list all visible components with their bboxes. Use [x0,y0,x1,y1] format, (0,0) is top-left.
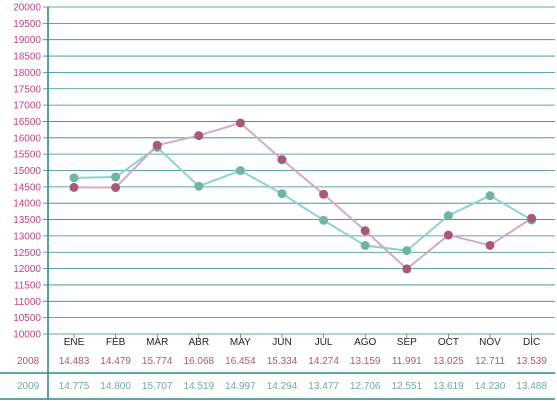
series-2008-point [277,155,287,165]
table-cell: 15.707 [142,381,173,392]
y-tick-label: 19500 [13,19,41,30]
x-tick-label: FEB [106,337,126,348]
table-cell: 13.488 [516,381,547,392]
table-cell: 13.619 [433,381,464,392]
table-cell: 11.991 [392,356,422,367]
y-tick-label: 12000 [13,264,41,275]
series-2008-point [443,230,453,240]
y-tick-label: 17000 [13,101,41,112]
table-cell: 12.706 [350,381,381,392]
series-2008-point [111,183,121,193]
table-cell: 14.775 [59,381,90,392]
y-tick-label: 15000 [13,166,41,177]
x-tick-label: DIC [523,337,540,348]
table-cell: 14.997 [225,381,256,392]
series-2009-point [485,191,495,201]
y-tick-label: 14000 [13,199,41,210]
series-2008-point [319,189,329,199]
table-cell: 14.800 [100,381,131,392]
series-2009-point [402,246,412,256]
table-cell: 16.068 [184,356,215,367]
grid-lines [43,6,555,399]
table-cell: 16.454 [225,356,256,367]
x-tick-label: SEP [397,337,417,348]
y-tick-label: 13000 [13,231,41,242]
series-2009-point [69,173,79,183]
series-2009-point [111,172,121,182]
y-tick-label: 13500 [13,215,41,226]
table-cell: 15.334 [267,356,298,367]
table-cell: 13.477 [308,381,339,392]
x-tick-label: ABR [189,337,210,348]
y-tick-label: 20000 [13,3,41,14]
series-2009-line [73,146,533,252]
series-2008-point [194,131,204,141]
x-tick-label: JUN [272,337,291,348]
table-cell: 14.479 [100,356,131,367]
series-2008-point [485,240,495,250]
y-tick-label: 12500 [13,248,41,259]
series-2009-point [319,215,329,225]
y-axis-ticks: 10000 10500 11000 11500 12000 12500 13000 13500… [13,3,41,341]
y-tick-label: 16500 [13,117,41,128]
series-2008-point [69,182,79,192]
data-table: 2008 14.483 14.479 15.774 16.068 16.454 15.334… [0,356,555,400]
y-tick-label: 16000 [13,133,41,144]
series-2009-point [360,241,370,251]
table-cell: 13.539 [516,356,547,367]
y-tick-label: 11500 [14,280,42,291]
y-tick-label: 10000 [13,330,41,341]
x-axis-ticks: ENE FEB MAR ABR MAY JUN JUL AGO SEP OCT NOV DIC [64,334,540,348]
y-tick-label: 14500 [13,182,41,193]
table-cell: 12.551 [392,381,423,392]
series-2008-point [527,213,537,223]
y-tick-label: 18000 [13,68,41,79]
table-cell: 13.025 [433,356,464,367]
x-tick-label: AGO [354,337,376,348]
x-tick-label: NOV [479,337,501,348]
table-cell: 14.230 [475,381,506,392]
series-layer [69,118,537,274]
y-tick-label: 19000 [13,35,41,46]
series-2009-point [443,211,453,221]
series-2008-line [73,121,533,271]
table-cell: 14.483 [59,356,90,367]
x-tick-label: ENE [64,337,85,348]
y-tick-label: 17500 [13,84,41,95]
table-year-label: 2008 [17,356,40,367]
y-tick-label: 15500 [13,150,41,161]
series-2009-point [194,181,204,191]
table-cell: 15.774 [142,356,173,367]
table-cell: 13.159 [350,356,381,367]
x-tick-label: MAR [146,337,168,348]
series-2008-point [402,264,412,274]
series-2008-point [152,140,162,150]
x-tick-label: JUL [315,337,333,348]
table-cell: 14.274 [308,356,339,367]
series-2008-point [360,226,370,236]
y-tick-label: 11000 [14,297,42,308]
table-cell: 14.519 [184,381,215,392]
table-year-label: 2009 [17,381,40,392]
series-2009-point [277,189,287,199]
table-cell: 14.294 [267,381,298,392]
x-tick-label: OCT [438,337,459,348]
series-2008-point [235,118,245,128]
y-tick-label: 10500 [13,313,41,324]
table-cell: 12.711 [475,356,505,367]
x-tick-label: MAY [230,337,251,348]
series-2009-point [235,166,245,176]
y-tick-label: 18500 [13,52,41,63]
